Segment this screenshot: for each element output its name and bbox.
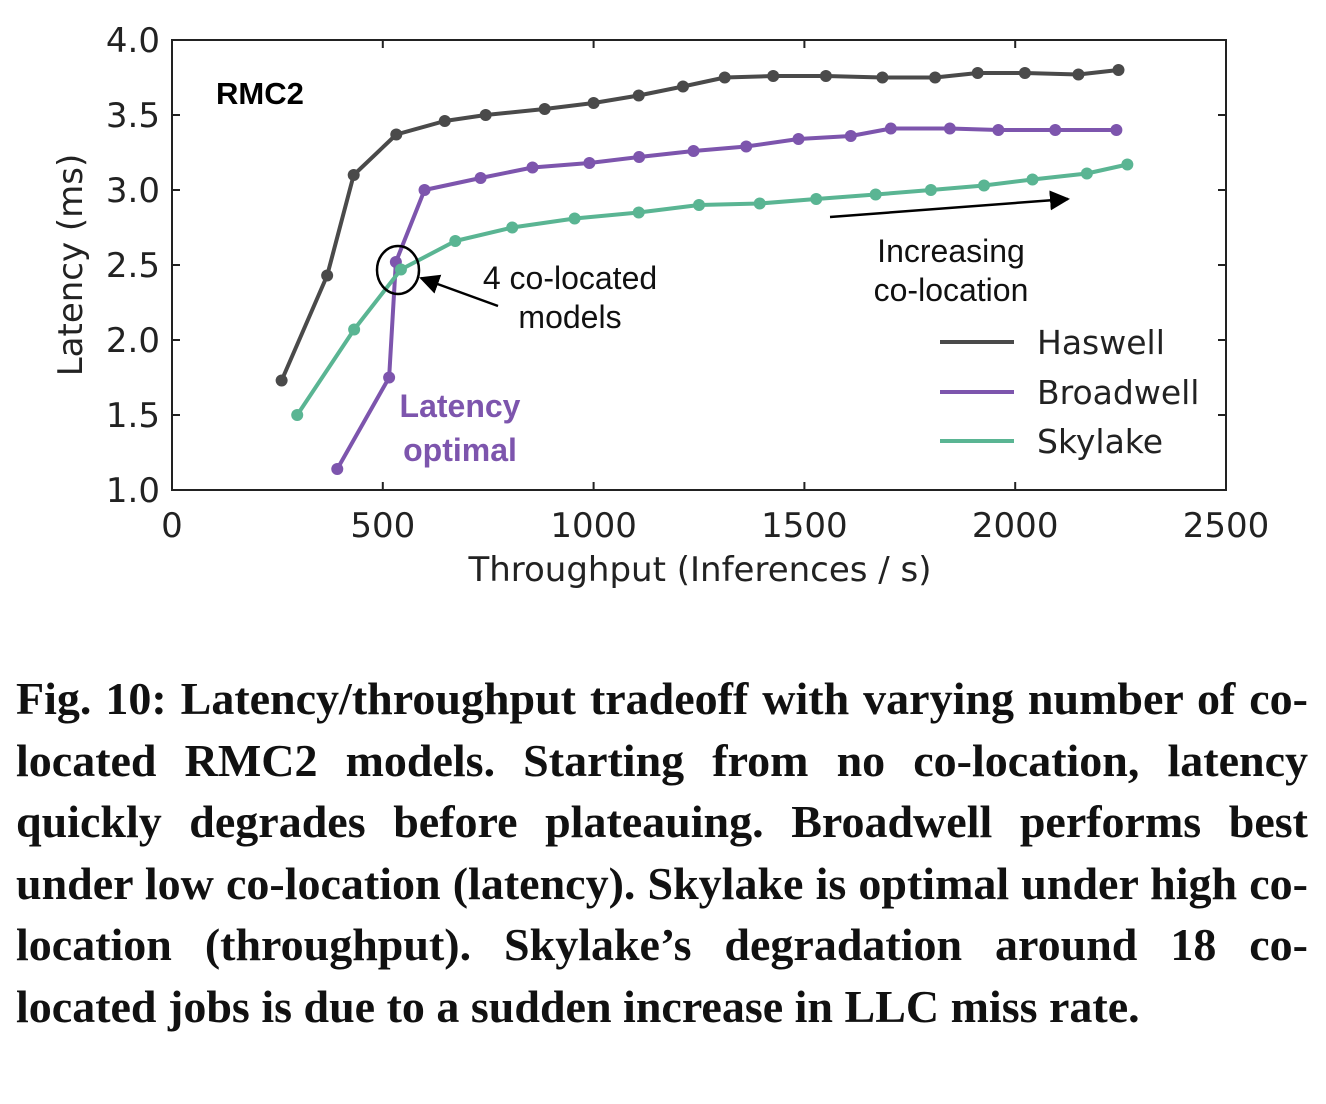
point-broadwell — [418, 184, 431, 196]
point-haswell — [632, 89, 645, 102]
point-skylake — [348, 323, 361, 336]
point-haswell — [1072, 68, 1085, 81]
point-broadwell — [884, 122, 897, 135]
colocated-label-line1: 4 co-located — [483, 260, 657, 296]
x-tick-label: 2000 — [972, 506, 1059, 546]
point-broadwell — [844, 130, 857, 142]
point-haswell — [1112, 64, 1125, 76]
point-haswell — [1018, 67, 1031, 79]
series-line-skylake — [295, 162, 1128, 417]
point-skylake — [394, 263, 407, 276]
point-broadwell — [687, 145, 700, 157]
y-tick-label: 3.5 — [106, 96, 160, 136]
point-broadwell — [474, 172, 487, 184]
x-tick-label: 1000 — [550, 506, 637, 546]
legend-label-broadwell: Broadwell — [1037, 373, 1199, 412]
increasing-label-line2: co-location — [874, 272, 1029, 308]
point-skylake — [978, 179, 991, 192]
point-broadwell — [992, 124, 1005, 136]
y-tick-label: 1.0 — [106, 471, 160, 511]
point-haswell — [275, 374, 288, 387]
y-tick-label: 4.0 — [106, 21, 160, 61]
legend-label-skylake: Skylake — [1037, 422, 1163, 461]
increasing-label-line1: Increasing — [877, 233, 1025, 269]
colocated-arrow — [419, 274, 499, 308]
point-skylake — [449, 235, 462, 247]
panel-label: RMC2 — [216, 76, 304, 111]
legend-label-haswell: Haswell — [1037, 323, 1165, 362]
point-skylake — [753, 197, 766, 210]
point-skylake — [506, 221, 519, 234]
point-haswell — [587, 97, 600, 109]
series-line-haswell — [279, 68, 1119, 382]
x-axis-label: Throughput (Inferences / s) — [467, 550, 931, 590]
point-haswell — [718, 71, 731, 84]
y-tick-label: 1.5 — [106, 396, 160, 436]
point-broadwell — [383, 371, 396, 384]
point-skylake — [869, 188, 882, 201]
x-tick-label: 0 — [161, 506, 183, 546]
x-tick-label: 500 — [350, 506, 415, 546]
point-skylake — [924, 184, 937, 196]
point-skylake — [693, 199, 705, 211]
legend: Haswell Broadwell Skylake — [940, 323, 1199, 461]
point-haswell — [876, 71, 889, 84]
series-layer — [275, 64, 1134, 475]
point-haswell — [347, 169, 360, 181]
y-tick-label: 2.0 — [106, 321, 160, 361]
point-haswell — [929, 71, 942, 84]
point-haswell — [538, 103, 551, 115]
colocated-circle — [375, 244, 421, 296]
y-tick-label: 2.5 — [106, 246, 160, 286]
point-broadwell — [1049, 124, 1062, 136]
point-haswell — [676, 80, 689, 93]
point-skylake — [810, 193, 823, 205]
point-haswell — [321, 269, 334, 282]
point-skylake — [1026, 173, 1039, 186]
latency-throughput-chart: 0 500 1000 1500 2000 2500 1.0 1.5 2.0 2.5 3.0 3.5 4.… — [51, 21, 1269, 590]
latency-optimal-line2: optimal — [403, 432, 517, 468]
axis-ticks: 0 500 1000 1500 2000 2500 1.0 1.5 2.0 2.5 3.0 3.5 4.… — [106, 21, 1269, 546]
point-broadwell — [633, 151, 646, 163]
x-tick-label: 2500 — [1183, 506, 1270, 546]
latency-optimal-line1: Latency — [400, 388, 521, 424]
point-broadwell — [331, 463, 344, 475]
figure-caption: Fig. 10: Latency/throughput tradeoff wit… — [16, 673, 1308, 1032]
point-haswell — [971, 67, 984, 79]
point-broadwell — [583, 157, 596, 169]
increasing-arrow — [829, 190, 1070, 219]
point-haswell — [390, 128, 403, 141]
y-tick-label: 3.0 — [106, 171, 160, 211]
point-skylake — [632, 206, 645, 219]
chart-svg: 0 500 1000 1500 2000 2500 1.0 1.5 2.0 2.5 3.0 3.5 4.… — [51, 21, 1269, 590]
point-haswell — [438, 115, 451, 127]
point-skylake — [1080, 167, 1093, 180]
point-skylake — [1121, 158, 1134, 171]
point-broadwell — [943, 122, 956, 135]
point-skylake — [568, 212, 581, 225]
point-broadwell — [1110, 124, 1123, 136]
point-haswell — [819, 70, 832, 82]
y-axis-label: Latency (ms) — [51, 154, 91, 377]
point-broadwell — [792, 133, 805, 145]
point-haswell — [767, 70, 780, 82]
colocated-label-line2: models — [518, 299, 621, 335]
point-skylake — [291, 409, 304, 421]
point-broadwell — [526, 161, 539, 174]
point-haswell — [479, 109, 492, 121]
x-tick-label: 1500 — [761, 506, 848, 546]
point-broadwell — [740, 140, 753, 153]
